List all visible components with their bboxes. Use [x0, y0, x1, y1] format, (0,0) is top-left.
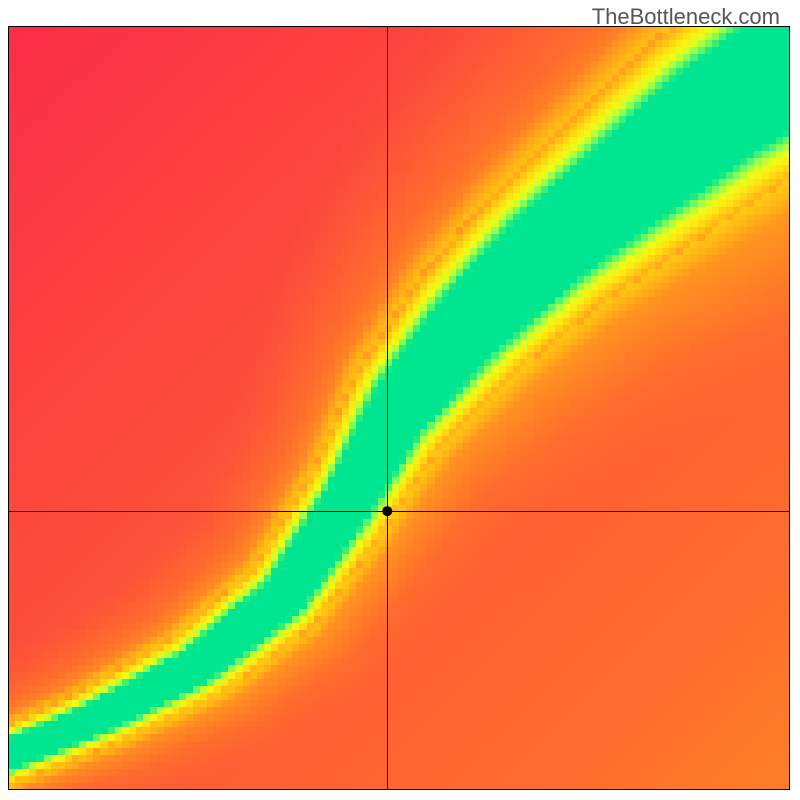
bottleneck-heatmap: [0, 0, 800, 800]
chart-container: TheBottleneck.com: [0, 0, 800, 800]
